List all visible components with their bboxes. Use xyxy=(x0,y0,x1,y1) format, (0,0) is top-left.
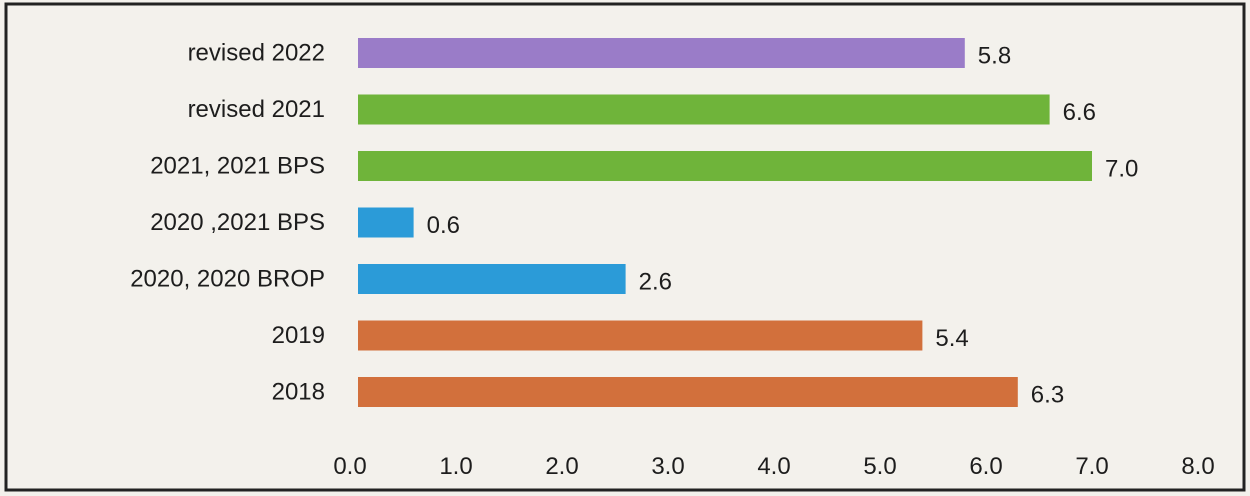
value-label-3: 0.6 xyxy=(427,212,460,239)
category-label-6: 2018 xyxy=(272,378,325,405)
value-label-6: 6.3 xyxy=(1031,381,1064,408)
category-label-3: 2020 ,2021 BPS xyxy=(150,209,325,236)
bars-layer xyxy=(358,38,1092,407)
x-tick-label-2: 2.0 xyxy=(545,453,578,480)
bar-2 xyxy=(358,151,1092,181)
x-tick-label-1: 1.0 xyxy=(439,453,472,480)
bar-5 xyxy=(358,320,923,351)
x-tick-label-0: 0.0 xyxy=(333,453,366,480)
labels-layer: revised 2022 5.8 revised 2021 6.6 2021, 2021… xyxy=(130,39,1138,408)
category-label-1: revised 2021 xyxy=(188,96,325,123)
bar-3 xyxy=(358,207,414,238)
value-label-1: 6.6 xyxy=(1063,99,1096,126)
x-tick-label-6: 6.0 xyxy=(969,453,1002,480)
value-label-2: 7.0 xyxy=(1105,155,1138,182)
bar-0 xyxy=(358,38,965,68)
category-label-2: 2021, 2021 BPS xyxy=(150,152,325,179)
x-tick-label-8: 8.0 xyxy=(1181,453,1214,480)
value-label-5: 5.4 xyxy=(935,325,968,352)
value-label-0: 5.8 xyxy=(978,42,1011,69)
bar-4 xyxy=(358,264,626,294)
x-tick-label-5: 5.0 xyxy=(863,453,896,480)
bar-1 xyxy=(358,94,1050,125)
x-tick-label-3: 3.0 xyxy=(651,453,684,480)
x-tick-label-4: 4.0 xyxy=(757,453,790,480)
category-label-0: revised 2022 xyxy=(188,39,325,66)
category-label-5: 2019 xyxy=(272,322,325,349)
category-label-4: 2020, 2020 BROP xyxy=(130,265,325,292)
x-tick-label-7: 7.0 xyxy=(1075,453,1108,480)
chart-frame xyxy=(4,2,1246,492)
bar-6 xyxy=(358,377,1018,407)
value-label-4: 2.6 xyxy=(639,268,672,295)
ticks-layer: 0.0 1.0 2.0 3.0 4.0 5.0 6.0 7.0 8.0 xyxy=(333,453,1214,480)
